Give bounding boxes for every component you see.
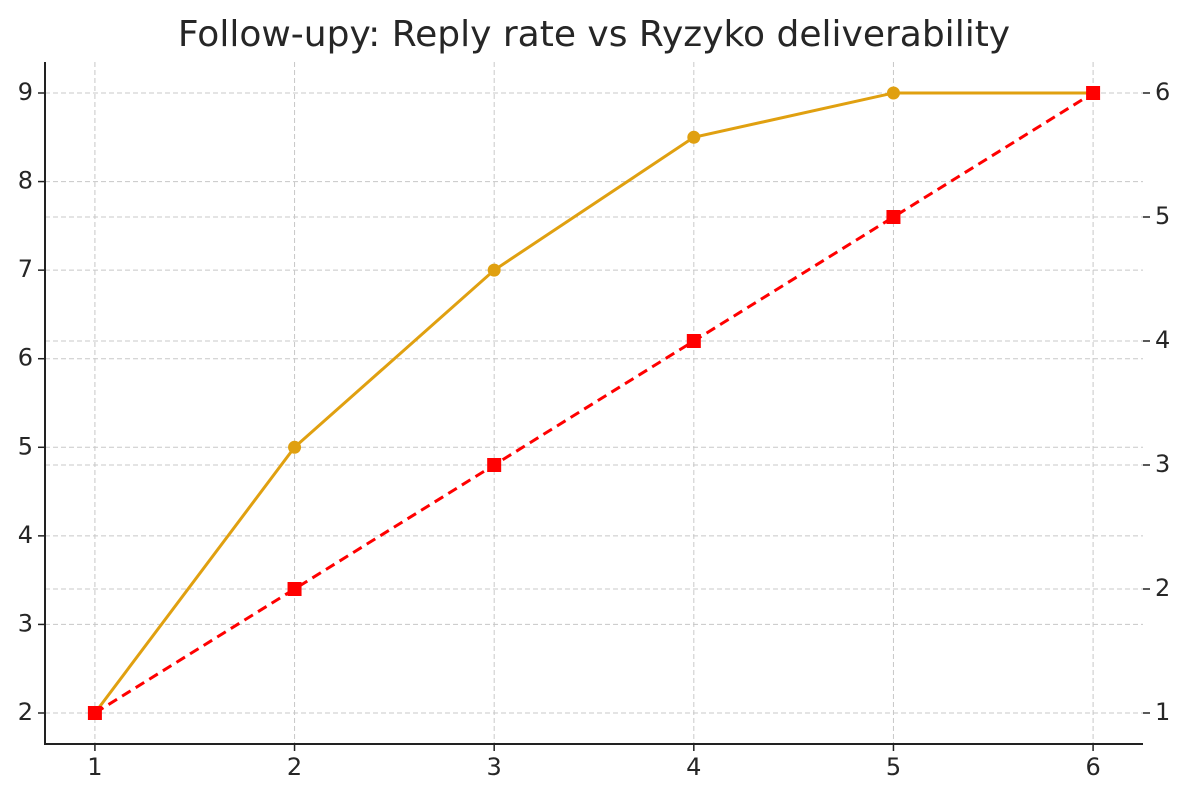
y-tick-label: 6 [18, 344, 33, 372]
y-tick-label: 9 [18, 78, 33, 106]
y2-tick-label: 3 [1155, 450, 1170, 478]
marker [886, 86, 900, 100]
marker [886, 210, 901, 224]
marker [288, 440, 302, 454]
marker [686, 334, 701, 348]
y-tick-label: 8 [18, 167, 33, 195]
marker [487, 263, 501, 277]
x-tick-label: 3 [487, 753, 502, 781]
marker [687, 130, 701, 144]
y-tick-label: 7 [18, 255, 33, 283]
y2-tick-label: 2 [1155, 574, 1170, 602]
marker [287, 582, 302, 596]
chart-title: Follow-upy: Reply rate vs Ryzyko deliver… [178, 14, 1010, 55]
series-line [94, 91, 1094, 715]
y2-tick-label: 4 [1155, 326, 1170, 354]
y2-tick-label: 6 [1155, 78, 1170, 106]
y-tick-label: 5 [18, 432, 33, 460]
series-line [93, 91, 1094, 714]
marker [487, 458, 502, 472]
marker [87, 706, 102, 720]
marker [1086, 86, 1101, 100]
y-tick-label: 4 [18, 521, 33, 549]
x-tick-label: 1 [87, 753, 102, 781]
x-tick-label: 2 [287, 753, 302, 781]
y-tick-label: 2 [18, 698, 33, 726]
y2-tick-label: 1 [1155, 698, 1170, 726]
y-tick-label: 3 [18, 609, 33, 637]
x-tick-label: 4 [686, 753, 701, 781]
y2-tick-label: 5 [1155, 202, 1170, 230]
x-tick-label: 5 [886, 753, 901, 781]
x-tick-label: 6 [1085, 753, 1100, 781]
